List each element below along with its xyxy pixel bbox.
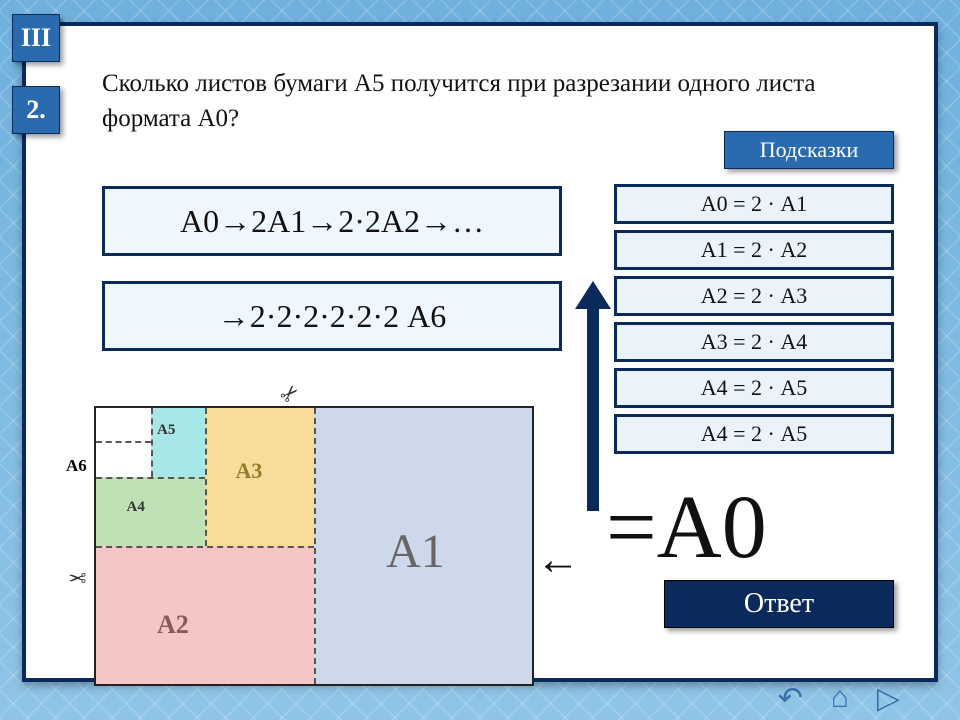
paper-size-diagram: A1 A2 A3 А4 А5 bbox=[94, 406, 534, 686]
hint-item: А3 = 2 · А4 bbox=[614, 322, 894, 362]
formula-box-1: А0→2А1→2·2А2→… bbox=[102, 186, 562, 256]
diagram-label-a3: A3 bbox=[236, 458, 263, 484]
diagram-label-a6: А6 bbox=[66, 456, 87, 476]
diagram-label-a1: A1 bbox=[386, 524, 445, 579]
formula-box-2: →2·2·2·2·2·2 А6 bbox=[102, 281, 562, 351]
question-number-badge: 2. bbox=[12, 86, 60, 134]
diagram-label-a5: А5 bbox=[157, 422, 175, 439]
hint-item: А0 = 2 · А1 bbox=[614, 184, 894, 224]
hint-item: А2 = 2 · А3 bbox=[614, 276, 894, 316]
section-badge: III bbox=[12, 14, 60, 62]
region-a2 bbox=[96, 546, 314, 684]
diagram-label-a2: A2 bbox=[157, 610, 189, 640]
region-a4 bbox=[96, 477, 205, 546]
region-a6 bbox=[96, 408, 151, 443]
nav-back-icon[interactable]: ↶ bbox=[778, 681, 803, 716]
scissors-icon: ✂ bbox=[275, 378, 306, 409]
hints-button[interactable]: Подсказки bbox=[724, 131, 894, 169]
answer-button[interactable]: Ответ bbox=[664, 580, 894, 628]
hints-list: А0 = 2 · А1 А1 = 2 · А2 А2 = 2 · А3 А3 =… bbox=[614, 178, 894, 454]
question-text: Сколько листов бумаги А5 получится при р… bbox=[102, 66, 874, 136]
nav-home-icon[interactable]: ⌂ bbox=[831, 681, 849, 716]
diagram-label-a4: А4 bbox=[127, 499, 145, 516]
region-a5 bbox=[151, 408, 206, 477]
nav-next-icon[interactable]: ▷ bbox=[877, 681, 900, 716]
arrow-up-icon bbox=[581, 281, 605, 511]
hint-item: А1 = 2 · А2 bbox=[614, 230, 894, 270]
a0-equals-text: =А0 bbox=[606, 476, 767, 579]
scissors-icon: ✂ bbox=[68, 566, 86, 592]
hint-item: А4 = 2 · А5 bbox=[614, 414, 894, 454]
hint-item: А4 = 2 · А5 bbox=[614, 368, 894, 408]
arrow-left-icon: ← bbox=[536, 534, 580, 585]
nav-bar: ↶ ⌂ ▷ bbox=[778, 681, 900, 716]
slide-frame: Сколько листов бумаги А5 получится при р… bbox=[22, 22, 938, 682]
